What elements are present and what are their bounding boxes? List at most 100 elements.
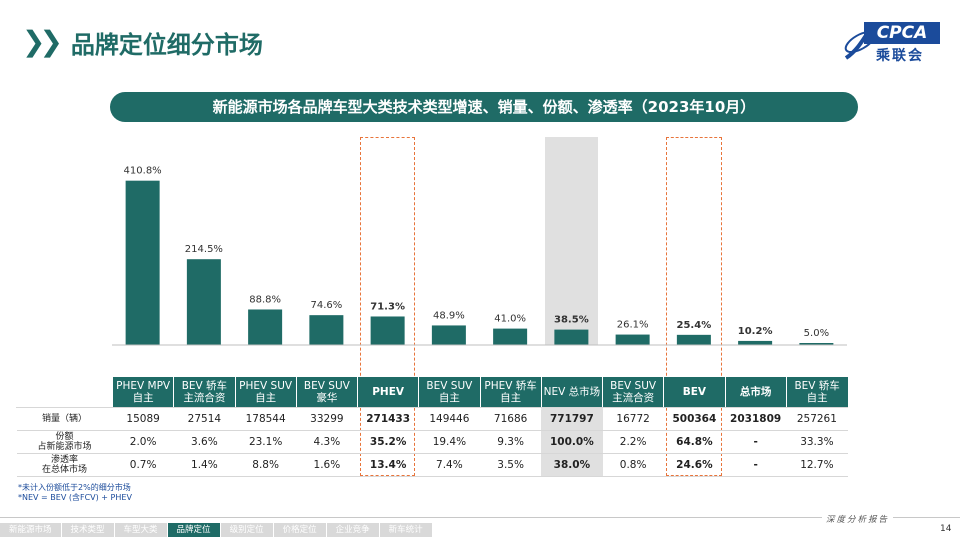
bar — [493, 328, 528, 345]
data-table: PHEV MPV 自主 BEV 轿车 主流合资 PHEV SUV 自主 BEV SUV 豪华 P… — [16, 377, 848, 477]
row-label: 销量（辆） — [16, 407, 113, 431]
page-number: 14 — [940, 524, 952, 534]
column-header-text: BEV 轿车 — [181, 380, 228, 392]
column-header: BEV SUV 自主 — [418, 377, 480, 408]
table-cell: 38.0% — [541, 453, 603, 477]
bar-value-label: 48.9% — [433, 310, 465, 321]
column-header: PHEV — [356, 377, 419, 408]
table-cell: 24.6% — [663, 453, 725, 477]
bar — [554, 329, 589, 345]
footer-nav-item[interactable]: 技术类型 — [61, 523, 114, 537]
column-header-text: BEV 轿车 — [794, 380, 840, 392]
table-cell: 0.8% — [602, 453, 664, 477]
column-header: BEV SUV 豪华 — [295, 377, 358, 408]
footer-nav-item[interactable]: 新车统计 — [379, 523, 432, 537]
table-cell: 71686 — [480, 407, 542, 431]
column-header: BEV 轿车 主流合资 — [173, 377, 235, 408]
page-header: ❯❯ 品牌定位细分市场 — [22, 22, 263, 62]
column-header-text: BEV SUV — [426, 380, 473, 392]
table-cell: 2.0% — [112, 430, 174, 454]
logo-subtext: 乘联会 — [876, 48, 924, 64]
column-header: 总市场 — [724, 377, 787, 408]
bar-value-label: 74.6% — [310, 300, 342, 311]
table-header-row: PHEV MPV 自主 BEV 轿车 主流合资 PHEV SUV 自主 BEV SUV 豪华 P… — [16, 377, 848, 408]
table-cell: 15089 — [112, 407, 174, 431]
footnote: *未计入份额低于2%的细分市场 — [18, 483, 131, 492]
table-cell: - — [725, 453, 787, 477]
column-header-text: 自主 — [132, 392, 154, 404]
bar-value-label: 10.2% — [738, 326, 773, 337]
table-cell: 19.4% — [418, 430, 480, 454]
footer-nav-item[interactable]: 价格定位 — [273, 523, 326, 537]
footer-nav-item[interactable]: 企业竞争 — [326, 523, 379, 537]
chart-title-banner: 新能源市场各品牌车型大类技术类型增速、销量、份额、渗透率（2023年10月） — [110, 92, 858, 122]
footer-nav-item[interactable]: 品牌定位 — [167, 523, 220, 537]
row-label: 渗透率 在总体市场 — [16, 453, 113, 477]
footer-nav-item[interactable]: 级别定位 — [220, 523, 273, 537]
footer-nav-item[interactable]: 车型大类 — [114, 523, 167, 537]
table-cell: - — [725, 430, 787, 454]
table-cell: 1.6% — [296, 453, 358, 477]
table-cell: 149446 — [418, 407, 480, 431]
column-header-text: PHEV 轿车 — [484, 380, 537, 392]
row-label: 份额 占新能源市场 — [16, 430, 113, 454]
column-header-text: 总市场 — [739, 386, 772, 398]
column-header: PHEV SUV 自主 — [234, 377, 297, 408]
table-cell: 16772 — [602, 407, 664, 431]
bar-value-label: 88.8% — [249, 294, 281, 305]
row-label-text: 渗透率 — [50, 455, 78, 465]
footnotes: *未计入份额低于2%的细分市场 *NEV = BEV (含FCV) + PHEV — [18, 483, 132, 503]
table-cell: 64.8% — [663, 430, 725, 454]
bar-value-label: 71.3% — [370, 301, 405, 312]
table-cell: 7.4% — [418, 453, 480, 477]
column-header-text: 自主 — [255, 392, 277, 404]
column-header-text: 自主 — [500, 392, 522, 404]
table-cell: 35.2% — [357, 430, 419, 454]
table-cell: 2031809 — [725, 407, 787, 431]
column-header: BEV 轿车 自主 — [785, 377, 848, 408]
cpca-logo: CPCA 乘联会 — [838, 20, 942, 64]
footnote: *NEV = BEV (含FCV) + PHEV — [18, 493, 132, 502]
bar — [431, 325, 466, 345]
table-cell: 33.3% — [786, 430, 848, 454]
column-header-text: 自主 — [806, 392, 828, 404]
table-cell: 33299 — [296, 407, 358, 431]
nev-column-shade — [544, 137, 598, 345]
column-header-text: 主流合资 — [612, 392, 655, 404]
column-header-text: NEV 总市场 — [543, 386, 601, 398]
table-cell: 8.8% — [235, 453, 297, 477]
table-cell: 2.2% — [602, 430, 664, 454]
row-label-text: 在总体市场 — [41, 465, 87, 475]
bar-value-label: 26.1% — [617, 320, 649, 331]
bar-value-label: 214.5% — [185, 244, 223, 255]
bar-value-label: 41.0% — [494, 314, 526, 325]
table-cell: 4.3% — [296, 430, 358, 454]
table-row: 渗透率 在总体市场 0.7% 1.4% 8.8% 1.6% 13.4% 7.4% 3.5% 38.… — [16, 453, 848, 477]
column-header-text: 豪华 — [316, 392, 338, 404]
table-cell: 1.4% — [173, 453, 235, 477]
bar-value-label: 5.0% — [804, 328, 829, 339]
bar-value-label: 410.8% — [124, 166, 162, 177]
table-row: 份额 占新能源市场 2.0% 3.6% 23.1% 4.3% 35.2% 19.4% 9.3% 1… — [16, 430, 848, 454]
bar — [186, 259, 221, 345]
row-label-text: 份额 — [55, 432, 74, 442]
column-header-text: BEV SUV — [610, 380, 657, 392]
table-cell: 271433 — [357, 407, 419, 431]
column-header: BEV SUV 主流合资 — [601, 377, 664, 408]
footer-nav-item[interactable]: 新能源市场 — [0, 523, 61, 537]
table-cell: 500364 — [663, 407, 725, 431]
footer-nav: 新能源市场 技术类型 车型大类 品牌定位 级别定位 价格定位 企业竞争 新车统计 — [0, 523, 433, 537]
bar — [125, 180, 160, 345]
bar-value-label: 25.4% — [677, 320, 712, 331]
column-header-text: 主流合资 — [183, 392, 226, 404]
table-cell: 257261 — [786, 407, 848, 431]
table-cell: 9.3% — [480, 430, 542, 454]
table-cell: 27514 — [173, 407, 235, 431]
bar — [738, 340, 773, 345]
footer-tag: 深度分析报告 — [822, 513, 894, 525]
table-cell: 12.7% — [786, 453, 848, 477]
column-header: PHEV 轿车 自主 — [479, 377, 542, 408]
column-header-text: BEV — [682, 386, 707, 398]
column-header-text: 自主 — [438, 392, 460, 404]
bar — [248, 309, 283, 345]
